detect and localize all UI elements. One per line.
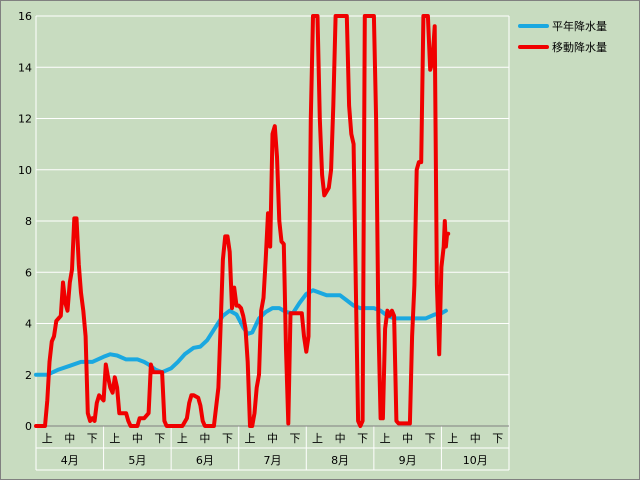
y-tick-label: 8 (25, 215, 32, 228)
y-tick-label: 16 (18, 10, 32, 23)
month-tick-label: 8月 (331, 454, 349, 467)
dekad-tick-label: 中 (335, 432, 346, 445)
dekad-tick-label: 上 (312, 432, 323, 445)
dekad-tick-label: 上 (42, 432, 53, 445)
dekad-tick-label: 上 (244, 432, 255, 445)
legend-label-moving: 移動降水量 (552, 40, 607, 54)
dekad-tick-label: 上 (177, 432, 188, 445)
month-tick-label: 5月 (128, 454, 146, 467)
y-tick-label: 10 (18, 164, 32, 177)
dekad-tick-label: 上 (109, 432, 120, 445)
y-tick-label: 0 (25, 420, 32, 433)
series-lines (34, 14, 451, 428)
dekad-tick-label: 中 (132, 432, 143, 445)
series-line-normal (34, 288, 448, 377)
dekad-tick-label: 上 (447, 432, 458, 445)
dekad-tick-label: 中 (199, 432, 210, 445)
dekad-tick-label: 下 (154, 432, 165, 445)
month-tick-label: 10月 (463, 454, 488, 467)
legend: 平年降水量 移動降水量 (518, 19, 607, 54)
month-tick-label: 4月 (61, 454, 79, 467)
dekad-tick-label: 下 (290, 432, 301, 445)
month-tick-label: 9月 (399, 454, 417, 467)
dekad-tick-label: 中 (402, 432, 413, 445)
month-tick-label: 7月 (264, 454, 282, 467)
axes: 0246810121416上中下4月上中下5月上中下6月上中下7月上中下8月上中… (18, 10, 510, 471)
y-tick-label: 14 (18, 61, 32, 74)
dekad-tick-label: 上 (380, 432, 391, 445)
y-tick-label: 4 (25, 318, 32, 331)
y-tick-label: 2 (25, 369, 32, 382)
dekad-tick-label: 中 (267, 432, 278, 445)
series-line-moving (34, 14, 451, 428)
month-tick-label: 6月 (196, 454, 214, 467)
y-tick-label: 6 (25, 266, 32, 279)
dekad-tick-label: 中 (64, 432, 75, 445)
dekad-tick-label: 下 (492, 432, 503, 445)
dekad-tick-label: 下 (357, 432, 368, 445)
dekad-tick-label: 下 (87, 432, 98, 445)
dekad-tick-label: 中 (470, 432, 481, 445)
y-tick-label: 12 (18, 113, 32, 126)
dekad-tick-label: 下 (425, 432, 436, 445)
legend-label-normal: 平年降水量 (552, 19, 607, 33)
dekad-tick-label: 下 (222, 432, 233, 445)
